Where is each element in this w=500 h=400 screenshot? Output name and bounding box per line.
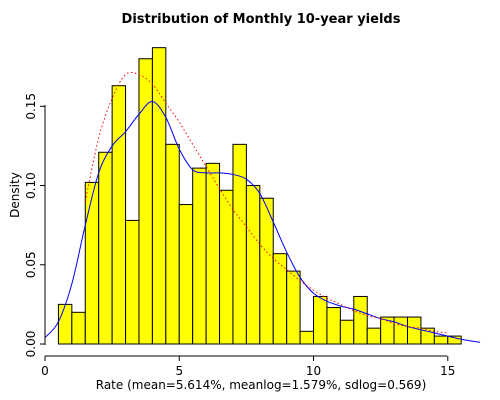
histogram-bar	[165, 143, 180, 345]
kernel-density-line	[44, 101, 481, 343]
histogram-bar	[353, 295, 368, 345]
histogram-bar	[219, 189, 234, 345]
histogram-bar	[272, 253, 288, 345]
histogram-bar	[84, 181, 100, 345]
histogram-bar	[433, 335, 449, 345]
histogram-bar	[125, 219, 140, 345]
histogram-bar	[71, 311, 86, 345]
histogram-bar	[111, 85, 127, 345]
histogram-bar	[299, 330, 315, 345]
histogram-bar	[366, 327, 382, 345]
y-tick-label: 0.15	[24, 93, 38, 120]
histogram-bar	[313, 295, 328, 345]
density-curves	[44, 71, 481, 343]
y-axis: 0.00 0.05 0.10 0.15	[24, 93, 46, 358]
histogram-bar	[232, 143, 247, 345]
histogram-bar	[339, 319, 355, 345]
x-tick-label: 5	[175, 364, 183, 378]
x-tick-label: 0	[41, 364, 49, 378]
histogram-bar	[393, 316, 408, 345]
histogram-bar	[286, 270, 301, 345]
x-axis: 0 5 10 15	[41, 355, 455, 378]
histogram-bar	[259, 197, 274, 345]
y-tick-label: 0.05	[24, 251, 38, 278]
y-tick-label: 0.10	[24, 172, 38, 199]
histogram-bar	[447, 335, 462, 345]
histogram-bar	[192, 167, 207, 345]
histogram-bar	[57, 303, 73, 345]
histogram-bar	[326, 307, 341, 345]
histogram-bars	[57, 47, 462, 345]
y-axis-label: Density	[8, 172, 22, 218]
histogram-bar	[245, 185, 261, 345]
histogram-bar	[151, 47, 167, 345]
lognormal-fit-line	[84, 71, 448, 334]
x-tick-label: 10	[306, 364, 321, 378]
x-tick-label: 15	[440, 364, 455, 378]
histogram-bar	[407, 316, 422, 345]
histogram-bar	[178, 204, 194, 345]
chart-title: Distribution of Monthly 10-year yields	[122, 12, 401, 27]
y-tick-label: 0.00	[24, 331, 38, 358]
histogram-bar	[205, 162, 221, 345]
histogram-bar	[98, 151, 113, 345]
x-axis-label: Rate (mean=5.614%, meanlog=1.579%, sdlog…	[96, 378, 427, 392]
